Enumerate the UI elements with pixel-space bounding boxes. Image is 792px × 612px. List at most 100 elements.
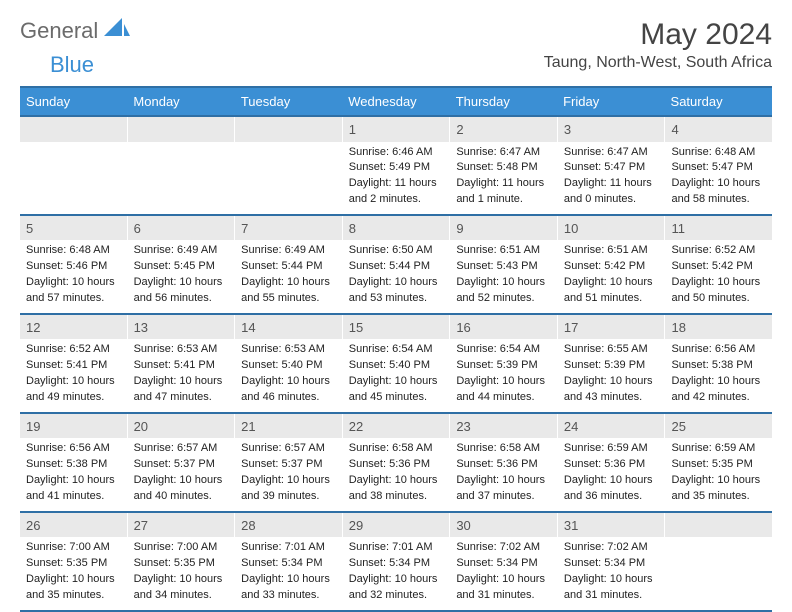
- day-body: Sunrise: 6:49 AMSunset: 5:45 PMDaylight:…: [128, 240, 235, 312]
- sunrise-text: Sunrise: 6:52 AM: [26, 342, 121, 357]
- daylight-text-1: Daylight: 10 hours: [349, 374, 444, 389]
- sunset-text: Sunset: 5:47 PM: [671, 160, 766, 175]
- daylight-text-1: Daylight: 10 hours: [564, 374, 659, 389]
- day-cell: 31Sunrise: 7:02 AMSunset: 5:34 PMDayligh…: [557, 513, 665, 610]
- sunset-text: Sunset: 5:35 PM: [671, 457, 766, 472]
- day-cell: 15Sunrise: 6:54 AMSunset: 5:40 PMDayligh…: [342, 315, 450, 412]
- day-cell: 17Sunrise: 6:55 AMSunset: 5:39 PMDayligh…: [557, 315, 665, 412]
- day-cell: 5Sunrise: 6:48 AMSunset: 5:46 PMDaylight…: [20, 216, 127, 313]
- day-body: Sunrise: 6:48 AMSunset: 5:47 PMDaylight:…: [665, 142, 772, 214]
- day-body: Sunrise: 7:02 AMSunset: 5:34 PMDaylight:…: [558, 537, 665, 609]
- day-number: 20: [128, 414, 235, 439]
- sunset-text: Sunset: 5:42 PM: [564, 259, 659, 274]
- day-number: 8: [343, 216, 450, 241]
- day-number: [128, 117, 235, 142]
- day-cell: [20, 117, 127, 214]
- daylight-text-1: Daylight: 10 hours: [26, 374, 121, 389]
- weekday-friday: Friday: [557, 88, 664, 115]
- day-number: 6: [128, 216, 235, 241]
- day-number: 4: [665, 117, 772, 142]
- sunrise-text: Sunrise: 6:48 AM: [26, 243, 121, 258]
- week-row: 26Sunrise: 7:00 AMSunset: 5:35 PMDayligh…: [20, 513, 772, 612]
- daylight-text-2: and 57 minutes.: [26, 291, 121, 306]
- daylight-text-1: Daylight: 10 hours: [26, 572, 121, 587]
- daylight-text-1: Daylight: 10 hours: [241, 374, 336, 389]
- day-number: 14: [235, 315, 342, 340]
- daylight-text-1: Daylight: 10 hours: [456, 572, 551, 587]
- sunrise-text: Sunrise: 6:56 AM: [671, 342, 766, 357]
- daylight-text-1: Daylight: 10 hours: [456, 275, 551, 290]
- day-body: Sunrise: 7:02 AMSunset: 5:34 PMDaylight:…: [450, 537, 557, 609]
- daylight-text-2: and 58 minutes.: [671, 192, 766, 207]
- day-cell: [664, 513, 772, 610]
- sunset-text: Sunset: 5:36 PM: [349, 457, 444, 472]
- day-cell: 20Sunrise: 6:57 AMSunset: 5:37 PMDayligh…: [127, 414, 235, 511]
- day-cell: 6Sunrise: 6:49 AMSunset: 5:45 PMDaylight…: [127, 216, 235, 313]
- sunrise-text: Sunrise: 6:47 AM: [564, 145, 659, 160]
- daylight-text-1: Daylight: 10 hours: [349, 572, 444, 587]
- weekday-wednesday: Wednesday: [342, 88, 449, 115]
- sunrise-text: Sunrise: 6:59 AM: [671, 441, 766, 456]
- day-body: Sunrise: 7:01 AMSunset: 5:34 PMDaylight:…: [343, 537, 450, 609]
- day-number: 25: [665, 414, 772, 439]
- sunset-text: Sunset: 5:41 PM: [26, 358, 121, 373]
- sunrise-text: Sunrise: 6:57 AM: [134, 441, 229, 456]
- day-body: Sunrise: 6:54 AMSunset: 5:40 PMDaylight:…: [343, 339, 450, 411]
- day-body: Sunrise: 6:56 AMSunset: 5:38 PMDaylight:…: [665, 339, 772, 411]
- day-cell: 3Sunrise: 6:47 AMSunset: 5:47 PMDaylight…: [557, 117, 665, 214]
- day-body: Sunrise: 6:51 AMSunset: 5:42 PMDaylight:…: [558, 240, 665, 312]
- day-cell: [127, 117, 235, 214]
- week-row: 5Sunrise: 6:48 AMSunset: 5:46 PMDaylight…: [20, 216, 772, 315]
- sunset-text: Sunset: 5:41 PM: [134, 358, 229, 373]
- day-number: [235, 117, 342, 142]
- day-body: Sunrise: 6:57 AMSunset: 5:37 PMDaylight:…: [235, 438, 342, 510]
- calendar: Sunday Monday Tuesday Wednesday Thursday…: [20, 86, 772, 612]
- day-number: 5: [20, 216, 127, 241]
- day-number: 3: [558, 117, 665, 142]
- logo-text-general: General: [20, 18, 98, 44]
- sunrise-text: Sunrise: 6:55 AM: [564, 342, 659, 357]
- day-number: 16: [450, 315, 557, 340]
- sunrise-text: Sunrise: 7:02 AM: [456, 540, 551, 555]
- weekday-monday: Monday: [127, 88, 234, 115]
- daylight-text-2: and 31 minutes.: [564, 588, 659, 603]
- sunset-text: Sunset: 5:44 PM: [349, 259, 444, 274]
- day-cell: 12Sunrise: 6:52 AMSunset: 5:41 PMDayligh…: [20, 315, 127, 412]
- sunset-text: Sunset: 5:43 PM: [456, 259, 551, 274]
- daylight-text-1: Daylight: 10 hours: [564, 275, 659, 290]
- sunset-text: Sunset: 5:39 PM: [564, 358, 659, 373]
- week-row: 19Sunrise: 6:56 AMSunset: 5:38 PMDayligh…: [20, 414, 772, 513]
- day-cell: 25 Sunrise: 6:59 AMSunset: 5:35 PMDayligh…: [664, 414, 772, 511]
- sunrise-text: Sunrise: 6:49 AM: [134, 243, 229, 258]
- day-cell: 23Sunrise: 6:58 AMSunset: 5:36 PMDayligh…: [449, 414, 557, 511]
- daylight-text-2: and 49 minutes.: [26, 390, 121, 405]
- daylight-text-1: Daylight: 10 hours: [671, 473, 766, 488]
- day-cell: 27Sunrise: 7:00 AMSunset: 5:35 PMDayligh…: [127, 513, 235, 610]
- sunset-text: Sunset: 5:34 PM: [564, 556, 659, 571]
- sunset-text: Sunset: 5:37 PM: [134, 457, 229, 472]
- sunset-text: Sunset: 5:39 PM: [456, 358, 551, 373]
- weekday-sunday: Sunday: [20, 88, 127, 115]
- day-cell: 9Sunrise: 6:51 AMSunset: 5:43 PMDaylight…: [449, 216, 557, 313]
- sunrise-text: Sunrise: 6:59 AM: [564, 441, 659, 456]
- day-number: 1: [343, 117, 450, 142]
- week-row: 12Sunrise: 6:52 AMSunset: 5:41 PMDayligh…: [20, 315, 772, 414]
- day-cell: 28Sunrise: 7:01 AMSunset: 5:34 PMDayligh…: [234, 513, 342, 610]
- daylight-text-1: Daylight: 10 hours: [26, 473, 121, 488]
- day-cell: 29Sunrise: 7:01 AMSunset: 5:34 PMDayligh…: [342, 513, 450, 610]
- day-body: Sunrise: 6:51 AMSunset: 5:43 PMDaylight:…: [450, 240, 557, 312]
- sunset-text: Sunset: 5:38 PM: [671, 358, 766, 373]
- daylight-text-1: Daylight: 10 hours: [456, 374, 551, 389]
- day-body: Sunrise: 6:57 AMSunset: 5:37 PMDaylight:…: [128, 438, 235, 510]
- sunrise-text: Sunrise: 6:49 AM: [241, 243, 336, 258]
- daylight-text-2: and 39 minutes.: [241, 489, 336, 504]
- daylight-text-1: Daylight: 10 hours: [134, 572, 229, 587]
- sunrise-text: Sunrise: 6:51 AM: [564, 243, 659, 258]
- daylight-text-1: Daylight: 10 hours: [456, 473, 551, 488]
- day-body: Sunrise: 7:00 AMSunset: 5:35 PMDaylight:…: [20, 537, 127, 609]
- sunrise-text: Sunrise: 6:52 AM: [671, 243, 766, 258]
- day-number: 28: [235, 513, 342, 538]
- daylight-text-1: Daylight: 10 hours: [241, 572, 336, 587]
- sunset-text: Sunset: 5:44 PM: [241, 259, 336, 274]
- daylight-text-2: and 50 minutes.: [671, 291, 766, 306]
